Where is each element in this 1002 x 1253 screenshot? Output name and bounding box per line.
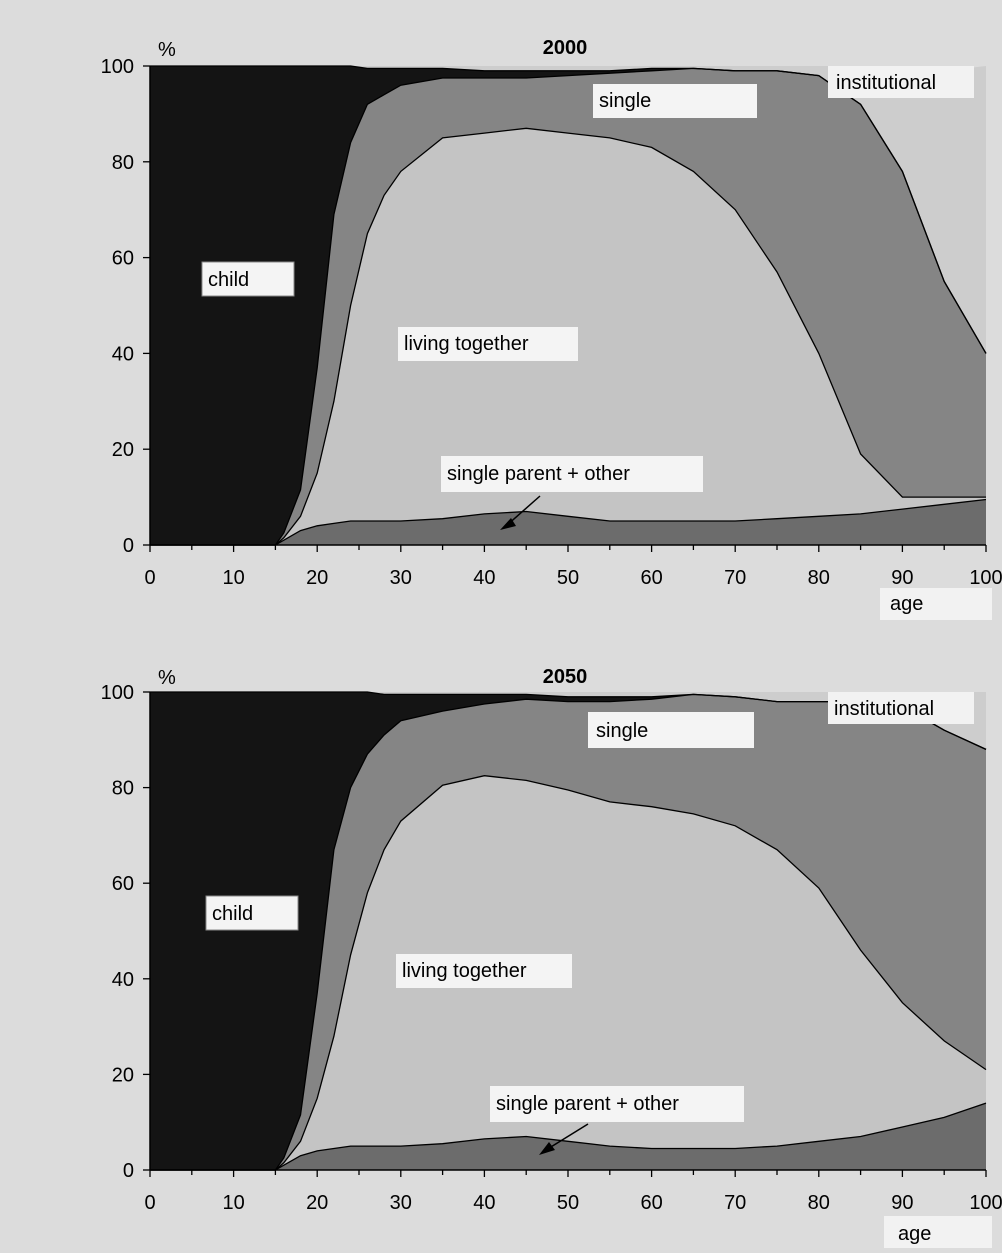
x-tick-label: 40 — [473, 1192, 495, 1214]
label-single-parent-other: single parent + other — [447, 463, 630, 485]
chart-title: 2000 — [543, 37, 588, 59]
y-tick-label: 40 — [112, 969, 134, 991]
x-axis-label-box — [880, 588, 992, 620]
y-tick-label: 0 — [123, 535, 134, 557]
x-tick-label: 30 — [390, 1192, 412, 1214]
x-tick-label: 100 — [969, 1192, 1002, 1214]
x-tick-label: 70 — [724, 1192, 746, 1214]
label-child: child — [208, 269, 249, 291]
x-axis-label: age — [898, 1223, 931, 1245]
x-tick-label: 20 — [306, 567, 328, 589]
x-tick-label: 10 — [222, 567, 244, 589]
boundary-line-2 — [150, 127, 986, 546]
x-tick-label: 50 — [557, 567, 579, 589]
label-box-living-together — [398, 327, 578, 361]
label-box-single — [593, 84, 757, 118]
y-tick-label: 80 — [112, 778, 134, 800]
area-single-parent-other — [150, 499, 986, 545]
label-box-institutional — [828, 692, 974, 724]
y-tick-label: 20 — [112, 439, 134, 461]
label-living-together: living together — [404, 333, 529, 355]
x-tick-label: 70 — [724, 567, 746, 589]
x-tick-label: 60 — [640, 567, 662, 589]
chart-title: 2050 — [543, 666, 588, 688]
x-tick-label: 90 — [891, 1192, 913, 1214]
boundary-line-4 — [150, 691, 987, 750]
y-tick-label: 20 — [112, 1064, 134, 1086]
x-axis-label-box — [884, 1216, 992, 1248]
boundary-lines — [150, 65, 987, 546]
x-tick-label: 60 — [640, 1192, 662, 1214]
chart-2050: 0 20 40 60 80 100 0 10 20 30 40 50 60 70… — [101, 666, 1002, 1248]
label-box-living-together — [396, 954, 572, 988]
label-pointer-arrow — [545, 1123, 589, 1151]
boundary-lines — [150, 691, 987, 1171]
x-tick-label: 0 — [144, 567, 155, 589]
x-tick-label: 20 — [306, 1192, 328, 1214]
x-tick-label: 40 — [473, 567, 495, 589]
area-single-parent-other — [150, 1103, 986, 1170]
y-axis-unit-label: % — [158, 667, 176, 689]
x-tick-label: 30 — [390, 567, 412, 589]
x-tick-label: 100 — [969, 567, 1002, 589]
y-tick-label: 60 — [112, 873, 134, 895]
area-single — [150, 694, 986, 1170]
y-tick-label: 60 — [112, 248, 134, 270]
y-tick-label: 100 — [101, 682, 134, 704]
x-tick-label: 80 — [808, 567, 830, 589]
x-tick-label: 50 — [557, 1192, 579, 1214]
y-axis-unit-label: % — [158, 39, 176, 61]
label-child: child — [212, 903, 253, 925]
boundary-line-1 — [150, 1102, 987, 1171]
label-pointer-arrowhead — [539, 1142, 555, 1155]
area-single — [150, 68, 986, 546]
label-single: single — [599, 90, 651, 112]
y-tick-label: 100 — [101, 56, 134, 78]
x-tick-label: 80 — [808, 1192, 830, 1214]
label-pointer-arrowhead — [500, 518, 516, 530]
label-institutional: institutional — [834, 698, 934, 720]
label-box-institutional — [828, 66, 974, 98]
y-tick-label: 0 — [123, 1160, 134, 1182]
boundary-line-4 — [150, 65, 987, 354]
label-box-child — [201, 261, 295, 297]
x-tick-label: 10 — [222, 1192, 244, 1214]
label-box-single-parent-other — [441, 456, 703, 492]
x-axis-label: age — [890, 593, 923, 615]
label-living-together: living together — [402, 960, 527, 982]
label-institutional: institutional — [836, 72, 936, 94]
label-single-parent-other: single parent + other — [496, 1093, 679, 1115]
label-single: single — [596, 720, 648, 742]
label-box-single — [588, 712, 754, 748]
boundary-line-2 — [150, 775, 987, 1171]
x-tick-label: 0 — [144, 1192, 155, 1214]
area-child — [150, 692, 986, 1170]
chart-2000: 0 20 40 60 80 100 0 10 20 30 40 50 60 70… — [101, 37, 1002, 620]
boundary-line-1 — [150, 498, 987, 546]
tick-marks — [143, 691, 987, 1177]
stacked-areas — [150, 692, 986, 1170]
tick-marks — [143, 65, 987, 552]
y-tick-label: 80 — [112, 152, 134, 174]
x-tick-label: 90 — [891, 567, 913, 589]
area-child — [150, 66, 986, 545]
label-box-single-parent-other — [490, 1086, 744, 1122]
label-box-child — [205, 895, 299, 931]
y-tick-label: 40 — [112, 343, 134, 365]
